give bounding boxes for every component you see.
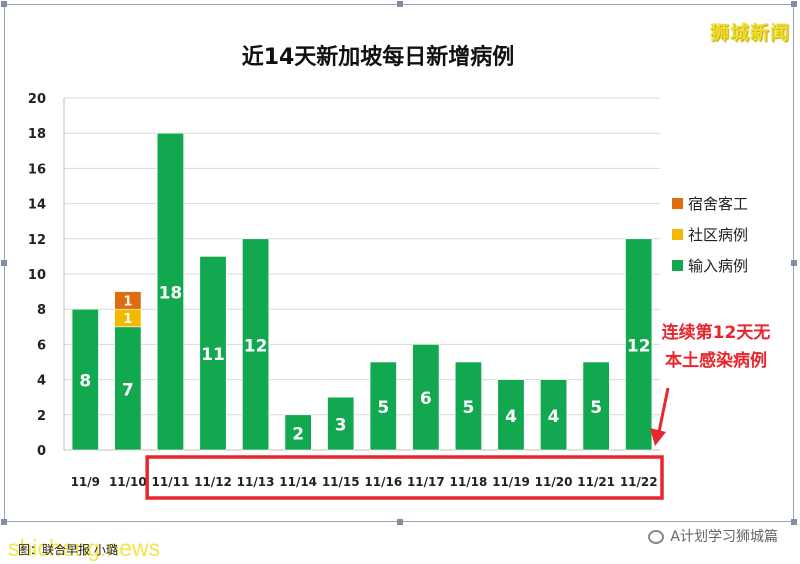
bar xyxy=(114,291,142,310)
data-label: 5 xyxy=(463,398,475,418)
data-label: 4 xyxy=(548,407,560,427)
y-tick-label: 2 xyxy=(37,409,46,424)
data-label: 2 xyxy=(292,424,304,444)
bar xyxy=(71,308,99,451)
y-tick-label: 20 xyxy=(28,92,46,107)
footer-site-watermark: shicheng.news xyxy=(8,535,161,561)
x-tick-label: 11/19 xyxy=(492,475,530,489)
x-tick-label: 11/9 xyxy=(71,475,100,489)
bar xyxy=(242,238,270,451)
resize-handle[interactable] xyxy=(791,1,797,7)
x-tick-label: 11/15 xyxy=(322,475,360,489)
footer-credit: 图：联合早报 小璐 xyxy=(18,543,118,557)
x-tick-label: 11/13 xyxy=(237,475,275,489)
legend-label: 社区病例 xyxy=(688,226,748,244)
bar xyxy=(199,256,227,451)
watermark-logo: 狮城新闻 xyxy=(709,22,790,44)
bar xyxy=(540,379,568,451)
y-tick-label: 6 xyxy=(37,338,46,353)
x-tick-label: 11/17 xyxy=(407,475,445,489)
data-label: 8 xyxy=(79,372,91,392)
data-label: 6 xyxy=(420,389,432,409)
legend-label: 输入病例 xyxy=(688,257,748,275)
bar xyxy=(369,361,397,451)
chart-title: 近14天新加坡每日新增病例 xyxy=(242,44,515,70)
data-label: 4 xyxy=(505,407,517,427)
annotation-arrow-line xyxy=(657,387,670,433)
y-tick-label: 12 xyxy=(28,233,46,248)
resize-handle[interactable] xyxy=(397,519,403,525)
y-tick-label: 10 xyxy=(28,268,46,283)
x-tick-label: 11/12 xyxy=(194,475,232,489)
legend-swatch xyxy=(672,198,683,209)
y-tick-label: 0 xyxy=(37,444,46,459)
footer-account-name: A计划学习狮城篇 xyxy=(670,529,778,545)
x-tick-label: 11/22 xyxy=(620,475,658,489)
x-tick-label: 11/21 xyxy=(577,475,615,489)
resize-handle[interactable] xyxy=(1,1,7,7)
y-tick-label: 8 xyxy=(37,303,46,318)
x-tick-label: 11/10 xyxy=(109,475,147,489)
resize-handle[interactable] xyxy=(1,519,7,525)
y-tick-label: 18 xyxy=(28,127,46,142)
x-tick-label: 11/20 xyxy=(535,475,573,489)
legend-swatch xyxy=(672,229,683,240)
resize-handle[interactable] xyxy=(791,260,797,266)
data-label: 5 xyxy=(377,398,389,418)
bar xyxy=(625,238,653,451)
bar xyxy=(497,379,525,451)
annotation-text: 连续第12天无 xyxy=(662,322,771,343)
legend-swatch xyxy=(672,260,683,271)
bar xyxy=(454,361,482,451)
data-label: 3 xyxy=(335,416,347,436)
x-tick-label: 11/18 xyxy=(450,475,488,489)
y-tick-label: 16 xyxy=(28,162,46,177)
data-label: 12 xyxy=(627,336,651,356)
bar xyxy=(284,414,312,451)
data-label: 7 xyxy=(122,380,134,400)
resize-handle[interactable] xyxy=(1,260,7,266)
y-tick-label: 14 xyxy=(28,198,46,213)
highlight-box xyxy=(145,455,664,500)
wechat-icon xyxy=(648,530,665,544)
y-tick-label: 4 xyxy=(37,374,46,389)
footer-account: A计划学习狮城篇 xyxy=(648,526,778,546)
x-tick-label: 11/11 xyxy=(152,475,190,489)
bar xyxy=(412,344,440,451)
bar xyxy=(114,326,142,451)
annotation-text: 本土感染病例 xyxy=(665,350,767,371)
bar xyxy=(327,396,355,451)
bar xyxy=(582,361,610,451)
x-tick-label: 11/16 xyxy=(364,475,402,489)
bar xyxy=(156,132,184,451)
data-label: 5 xyxy=(590,398,602,418)
annotation-arrow-head xyxy=(650,428,666,446)
data-label: 11 xyxy=(201,345,225,365)
resize-handle[interactable] xyxy=(791,519,797,525)
resize-handle[interactable] xyxy=(397,1,403,7)
data-label: 18 xyxy=(159,284,183,304)
legend-label: 宿舍客工 xyxy=(688,195,748,213)
data-label: 1 xyxy=(123,312,132,327)
data-label: 12 xyxy=(244,336,268,356)
data-label: 1 xyxy=(123,294,132,309)
x-tick-label: 11/14 xyxy=(279,475,317,489)
